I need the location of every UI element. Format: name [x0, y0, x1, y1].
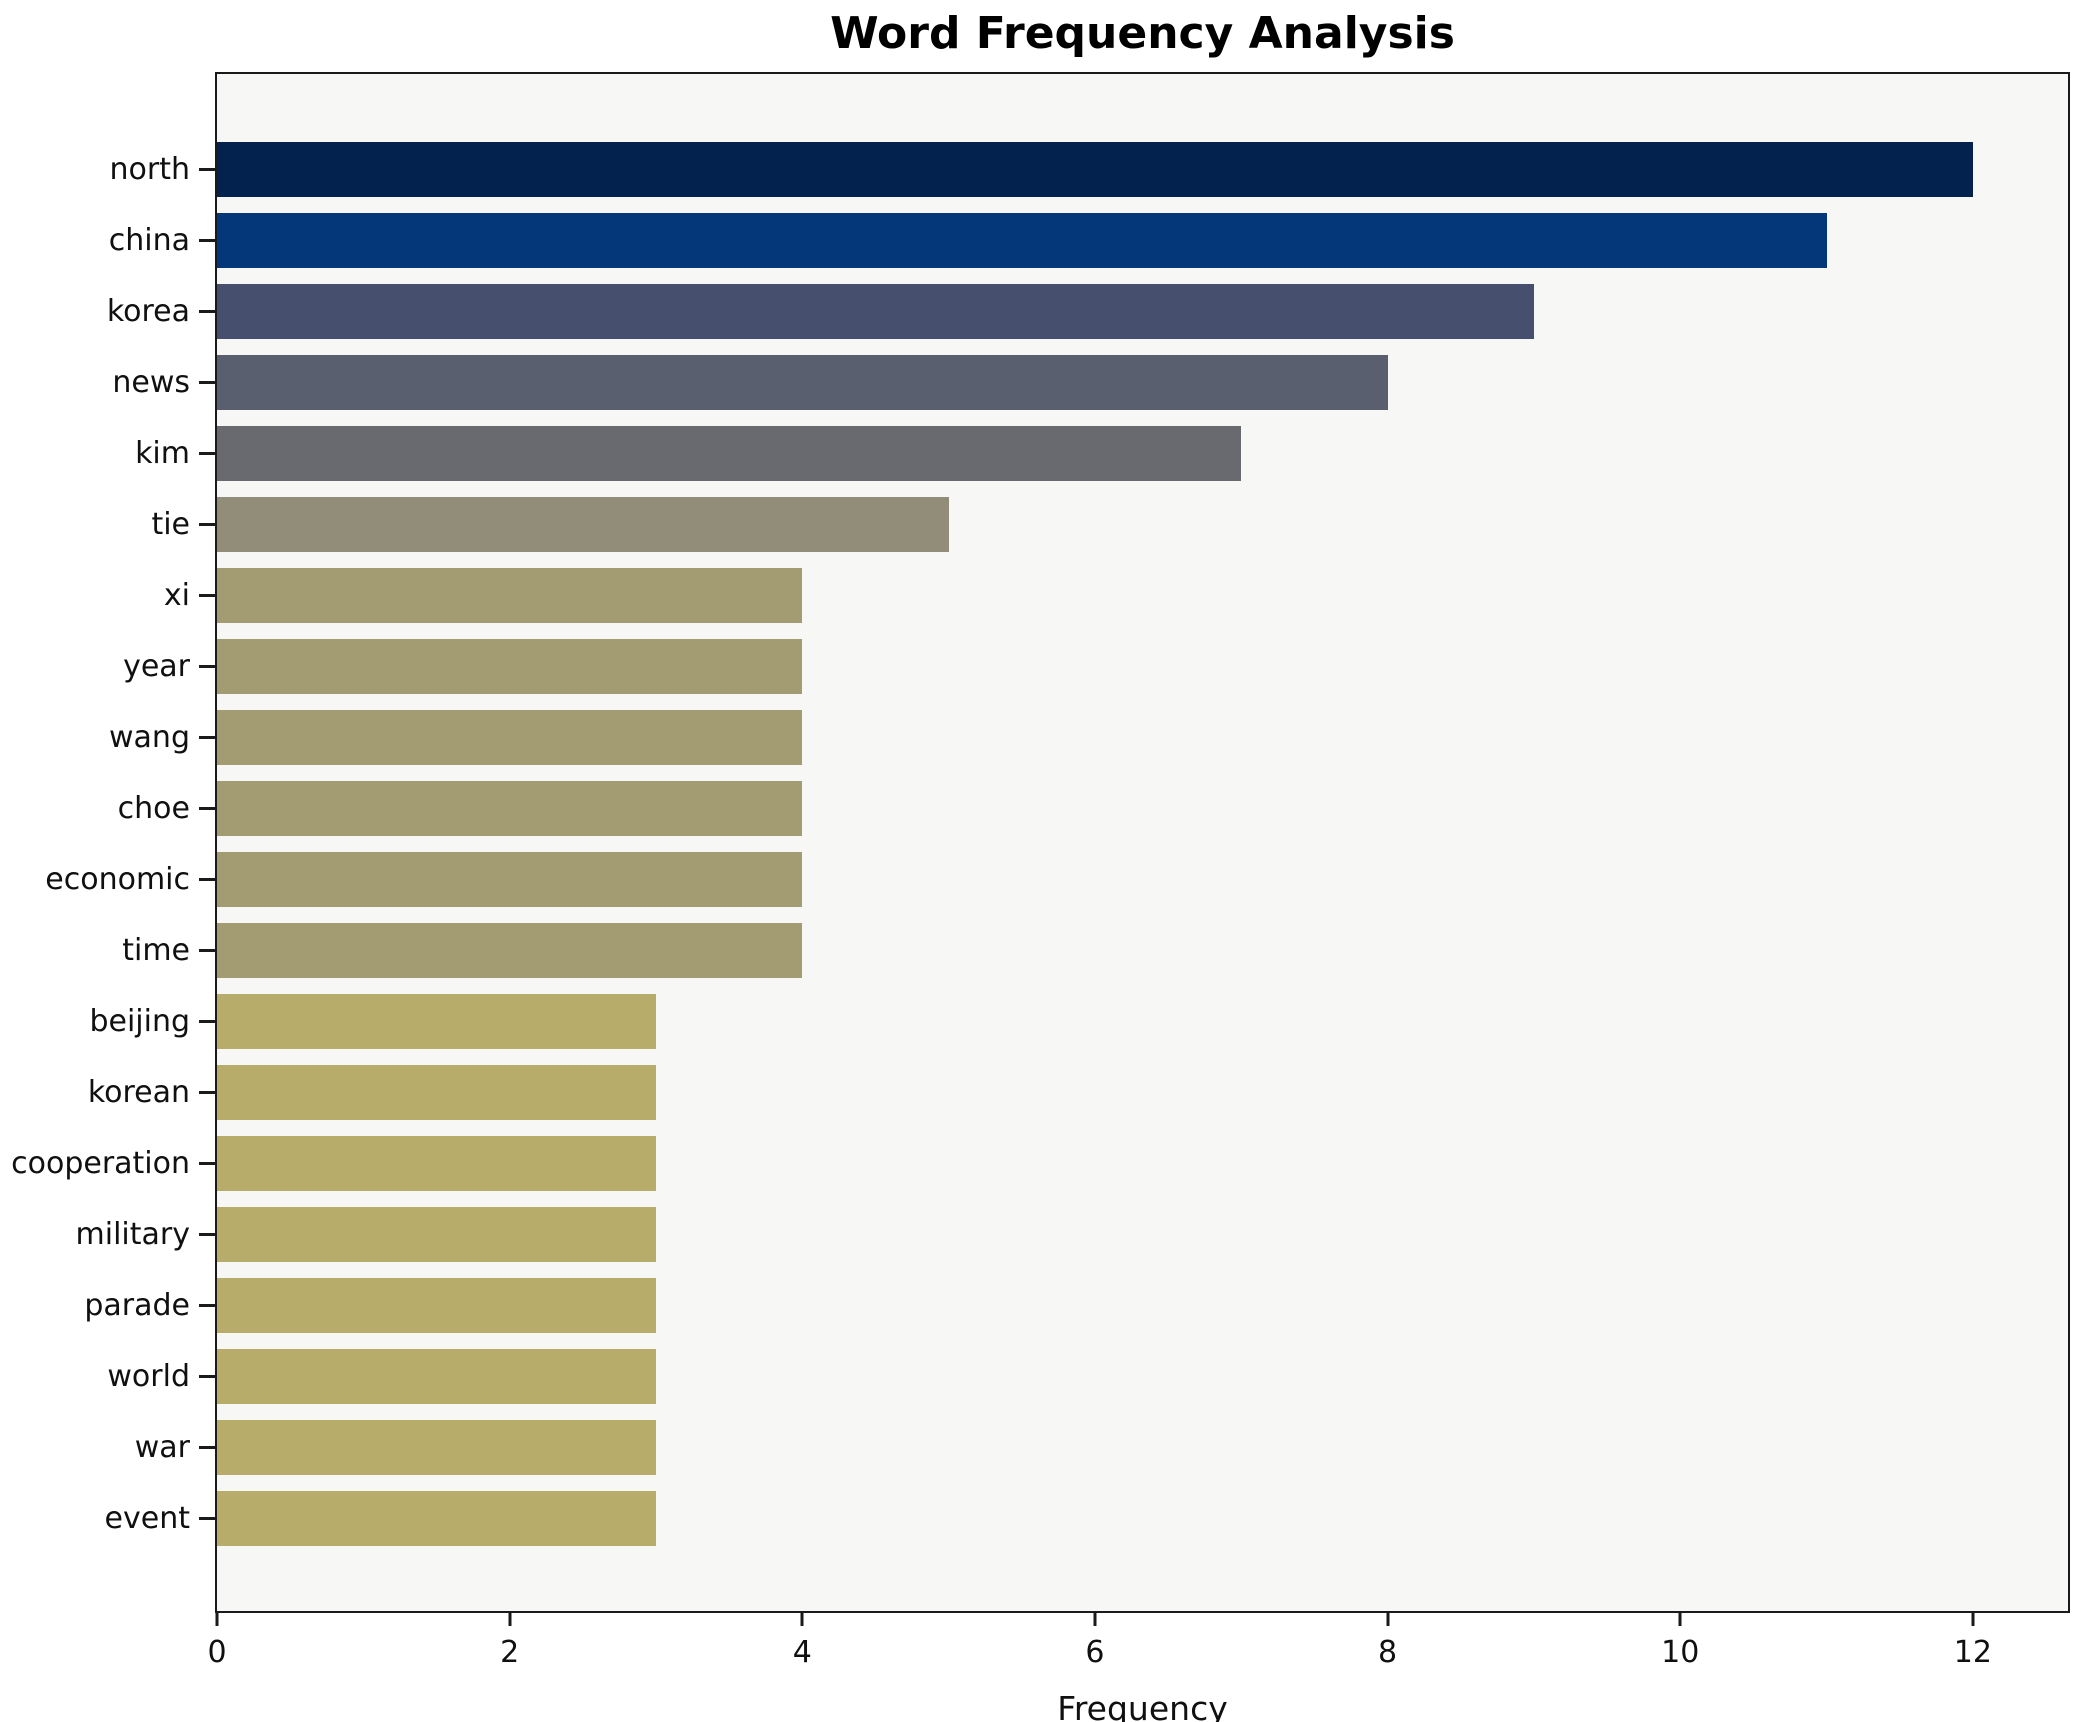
y-tick-label-economic: economic	[45, 861, 190, 897]
y-tick-mark-cooperation	[199, 1162, 215, 1165]
y-tick-mark-korean	[199, 1091, 215, 1094]
y-tick-label-korean: korean	[87, 1074, 190, 1110]
y-tick-mark-military	[199, 1233, 215, 1236]
x-axis-label: Frequency	[1057, 1689, 1228, 1722]
bar-news	[217, 355, 1388, 410]
x-tick-mark-8	[1386, 1611, 1390, 1626]
y-tick-label-korea: korea	[106, 293, 190, 329]
x-tick-label-12: 12	[1953, 1635, 1992, 1670]
bar-military	[217, 1207, 656, 1262]
y-tick-mark-parade	[199, 1304, 215, 1307]
x-tick-label-10: 10	[1661, 1635, 1700, 1670]
x-tick-label-6: 6	[1085, 1635, 1105, 1670]
y-tick-mark-news	[199, 381, 215, 384]
y-tick-label-beijing: beijing	[89, 1003, 190, 1039]
bar-economic	[217, 852, 803, 907]
y-tick-label-choe: choe	[117, 790, 190, 826]
bar-wang	[217, 710, 803, 765]
y-tick-mark-economic	[199, 878, 215, 881]
y-tick-mark-north	[199, 168, 215, 171]
x-tick-label-2: 2	[500, 1635, 520, 1670]
y-tick-mark-war	[199, 1446, 215, 1449]
x-tick-mark-4	[800, 1611, 804, 1626]
y-tick-label-news: news	[112, 364, 190, 400]
y-tick-mark-china	[199, 239, 215, 242]
x-tick-mark-2	[508, 1611, 512, 1626]
y-tick-mark-beijing	[199, 1020, 215, 1023]
bar-tie	[217, 497, 949, 552]
y-tick-label-china: china	[108, 222, 190, 258]
y-tick-mark-xi	[199, 594, 215, 597]
bar-year	[217, 639, 803, 694]
bar-xi	[217, 568, 803, 623]
y-tick-mark-wang	[199, 736, 215, 739]
y-tick-label-kim: kim	[135, 435, 190, 471]
y-tick-mark-kim	[199, 452, 215, 455]
y-tick-label-tie: tie	[151, 506, 190, 542]
x-tick-mark-12	[1971, 1611, 1975, 1626]
bar-korean	[217, 1065, 656, 1120]
bar-north	[217, 142, 1973, 197]
chart-title: Word Frequency Analysis	[830, 8, 1455, 59]
y-tick-label-military: military	[75, 1216, 190, 1252]
y-tick-mark-korea	[199, 310, 215, 313]
bar-world	[217, 1349, 656, 1404]
y-tick-label-cooperation: cooperation	[11, 1145, 190, 1181]
y-tick-label-wang: wang	[109, 719, 190, 755]
y-tick-mark-tie	[199, 523, 215, 526]
y-tick-label-parade: parade	[84, 1287, 190, 1323]
y-tick-mark-year	[199, 665, 215, 668]
y-tick-label-year: year	[123, 648, 190, 684]
y-tick-label-north: north	[109, 151, 190, 187]
y-tick-label-event: event	[104, 1500, 190, 1536]
bar-kim	[217, 426, 1242, 481]
bar-war	[217, 1420, 656, 1475]
x-tick-mark-0	[215, 1611, 219, 1626]
bar-time	[217, 923, 803, 978]
y-tick-mark-event	[199, 1517, 215, 1520]
bar-china	[217, 213, 1827, 268]
x-tick-mark-10	[1678, 1611, 1682, 1626]
y-tick-label-world: world	[107, 1358, 190, 1394]
x-tick-mark-6	[1093, 1611, 1097, 1626]
y-tick-mark-world	[199, 1375, 215, 1378]
y-tick-label-war: war	[134, 1429, 190, 1465]
bar-beijing	[217, 994, 656, 1049]
x-tick-label-0: 0	[207, 1635, 227, 1670]
y-tick-mark-choe	[199, 807, 215, 810]
bar-parade	[217, 1278, 656, 1333]
bar-cooperation	[217, 1136, 656, 1191]
plot-area: Frequency north china korea news kim tie xi yea…	[11, 72, 2070, 1722]
y-tick-mark-time	[199, 949, 215, 952]
bar-event	[217, 1491, 656, 1546]
y-tick-label-time: time	[122, 932, 190, 968]
bar-choe	[217, 781, 803, 836]
x-tick-label-4: 4	[792, 1635, 812, 1670]
x-tick-label-8: 8	[1378, 1635, 1398, 1670]
bar-korea	[217, 284, 1534, 339]
y-tick-label-xi: xi	[163, 577, 190, 613]
